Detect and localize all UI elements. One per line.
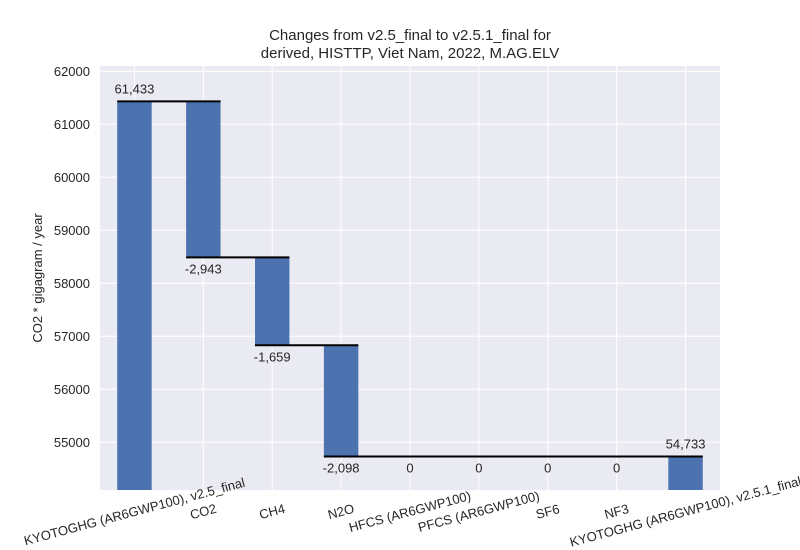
data-label: 0 bbox=[613, 460, 620, 475]
data-label: 61,433 bbox=[115, 81, 155, 96]
data-label: -2,098 bbox=[323, 460, 360, 475]
y-tick-label: 55000 bbox=[54, 435, 90, 450]
y-tick-label: 57000 bbox=[54, 329, 90, 344]
bar bbox=[255, 257, 290, 346]
x-tick-label: CO2 bbox=[188, 501, 218, 522]
data-label: 0 bbox=[544, 460, 551, 475]
y-tick-label: 58000 bbox=[54, 276, 90, 291]
bar bbox=[323, 345, 359, 457]
y-axis-label: CO2 * gigagram / year bbox=[30, 213, 45, 343]
chart-title-line-2: derived, HISTTP, Viet Nam, 2022, M.AG.EL… bbox=[261, 45, 559, 62]
y-tick-label: 59000 bbox=[54, 223, 90, 238]
data-label: -1,659 bbox=[254, 349, 291, 364]
x-tick-label: CH4 bbox=[258, 501, 287, 522]
connector-lines bbox=[117, 100, 703, 458]
bars bbox=[117, 101, 703, 490]
y-tick-label: 60000 bbox=[54, 170, 90, 185]
x-tick-label: N2O bbox=[326, 501, 356, 522]
bar bbox=[186, 101, 221, 258]
bar bbox=[117, 101, 152, 490]
y-tick-labels: 55000 56000 57000 58000 59000 60000 61000 62000 bbox=[54, 64, 90, 450]
bar bbox=[668, 456, 703, 490]
y-tick-label: 62000 bbox=[54, 64, 90, 79]
data-label: 54,733 bbox=[666, 436, 706, 451]
data-label: -2,943 bbox=[185, 261, 222, 276]
data-labels: 61,433 -2,943 -1,659 -2,098 0 0 0 0 54,733 bbox=[115, 81, 706, 475]
data-label: 0 bbox=[475, 460, 482, 475]
y-tick-label: 61000 bbox=[54, 117, 90, 132]
x-tick-label: NF3 bbox=[603, 501, 631, 522]
x-tick-label: SF6 bbox=[534, 501, 561, 522]
y-tick-label: 56000 bbox=[54, 382, 90, 397]
chart-title-line-1: Changes from v2.5_final to v2.5.1_final … bbox=[269, 27, 551, 44]
data-label: 0 bbox=[406, 460, 413, 475]
